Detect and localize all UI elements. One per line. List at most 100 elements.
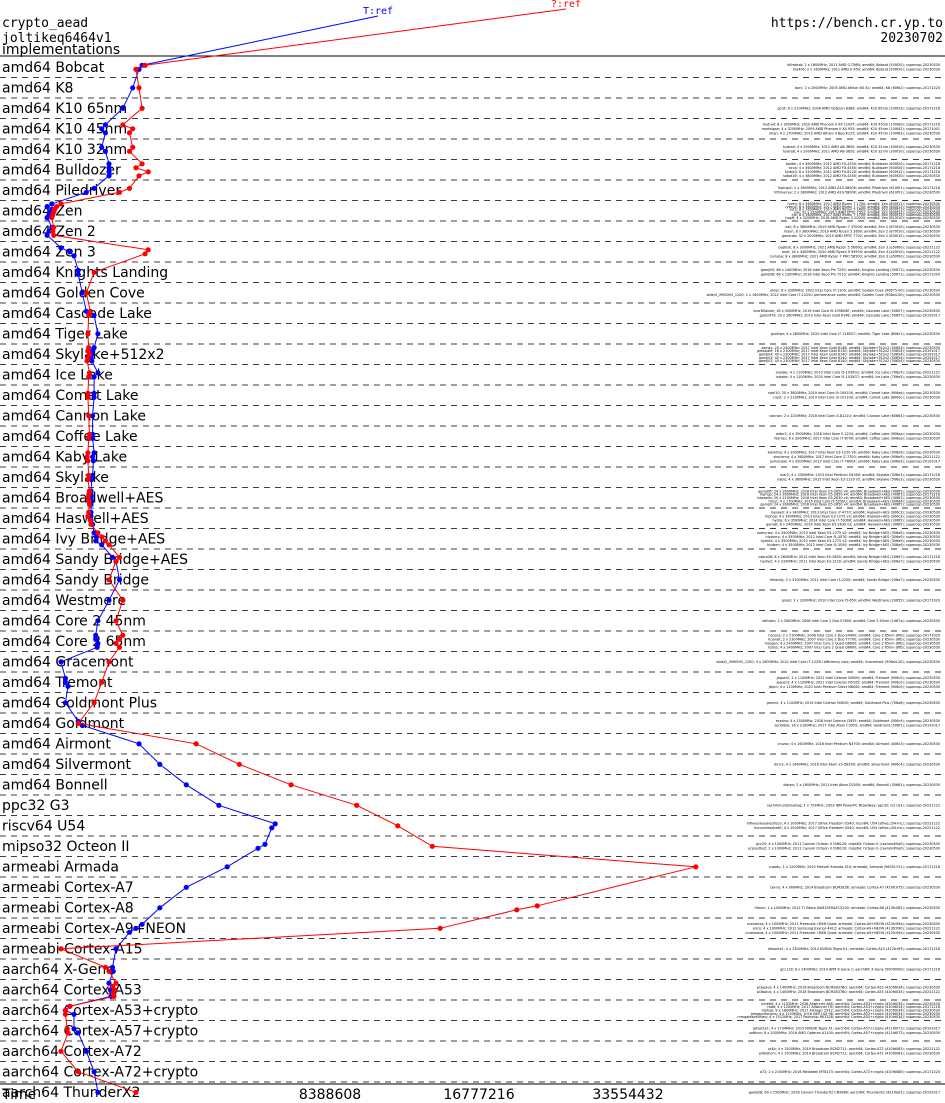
category-label: amd64 Kaby Lake [2, 450, 127, 466]
data-point [255, 845, 261, 851]
category-row: riscv64 U54 hifiveunleashedriscv; 4 x 100… [0, 819, 945, 837]
category-row: amd64 Cascade Lake acer85aisek; 18 x 3000… [0, 306, 945, 324]
category-label: aarch64 Cortex-A72+crypto [2, 1065, 198, 1081]
category-row: amd64 K10 45nm hydra4; 8 x 3000MHz; 2010 … [0, 122, 945, 140]
category-row: amd64 Broadwell+AES gamjill5; 24 x 2600MH… [0, 489, 945, 509]
data-point [91, 530, 97, 536]
header: crypto_aead joltikeq6464v1 implementatio… [2, 16, 943, 58]
row-note: ecsdna; 4 x 1500MHz; 2016 Intel Celeron … [776, 719, 940, 723]
data-point [79, 290, 85, 296]
row-note: gemini; 4 x 1100MHz; 2019 Intel Celeron … [767, 701, 940, 705]
data-point [85, 450, 91, 456]
row-note: pine64; 4 x 1152MHz; 2016 Allwinner A64;… [761, 1002, 940, 1006]
x-tick-label: 8388608 [299, 1087, 361, 1103]
row-note: anal; 16 x 3400MHz; 2020 AMD Ryzen 9 595… [782, 250, 940, 254]
category-label: amd64 Core 2 65nm [2, 634, 146, 650]
row-note: ryzen; 8 x 3600MHz; 2017 AMD Ryzen 7 170… [787, 202, 940, 206]
category-label: amd64 Goldmont [2, 716, 125, 732]
category-label: amd64 Bobcat [2, 60, 105, 76]
row-note: gamjill5; 24 x 2600MHz; 2016 Intel Xeon … [758, 489, 940, 493]
series-leader-line [141, 15, 379, 66]
row-note: hiphop; 24 x 2600MHz; 2016 Intel Xeon E5… [760, 493, 940, 497]
data-point [83, 290, 89, 296]
row-note: hiphop2; 2 x 3900MHz; 2012 AMD A10-5800K… [778, 186, 940, 190]
category-label: amd64 Airmont [2, 737, 111, 753]
row-note: scenarios; 4 x 1000MHz; 2011 Freescale i… [747, 922, 940, 926]
row-note: samsy; 20 x 2400MHz; 2017 Intel Xeon Gol… [761, 346, 940, 350]
row-note: haswells; 20 x 2200MHz; 2016 Intel Xeon … [757, 496, 940, 500]
row-note: gcc25; 4 x 1000MHz; 2011 Cavium Octeon I… [756, 842, 940, 846]
data-point [86, 312, 92, 318]
category-label: amd64 Cascade Lake [2, 306, 152, 322]
row-note: morgan; 4 x 2400MHz; 2007 Intel Core 2 Q… [765, 642, 940, 646]
data-point [120, 122, 126, 128]
category-label: riscv64 U54 [2, 819, 85, 835]
data-point [136, 173, 142, 179]
category-label: aarch64 Cortex-A53+crypto [2, 1003, 198, 1019]
header-url: https://bench.cr.yp.to [771, 16, 943, 31]
category-row: amd64 Piledriver hiphop2; 2 x 3900MHz; 20… [0, 183, 945, 201]
data-point [130, 85, 136, 91]
data-point [93, 632, 99, 638]
row-note: sachmmunsbmahag; 1 x 729MHz; 2003 IBM Po… [767, 804, 940, 808]
data-point [86, 501, 93, 507]
category-row: amd64 Goldmont Plus gemini; 4 x 1100MHz; … [0, 696, 945, 714]
category-row: aarch64 Cortex-A72 pi4b; 4 x 1500MHz; 201… [0, 1044, 945, 1062]
data-point [86, 509, 92, 515]
x-tick-label: 33554432 [592, 1087, 663, 1103]
data-point [91, 269, 97, 275]
category-label: aarch64 ThunderX2 [2, 1085, 140, 1101]
category-row: amd64 K10 65nm gcc6; 6 x 2100MHz; 2008 AM… [0, 101, 945, 119]
data-point [193, 741, 199, 747]
data-point [99, 542, 105, 548]
data-point [106, 173, 112, 179]
row-note: jsipm; 4 x 1100MHz; 2021 Intel Pentium S… [768, 685, 940, 689]
data-point [116, 636, 123, 642]
row-note: jasper2; 2 x 1100MHz; 2021 Intel Celeron… [776, 676, 940, 680]
category-label: amd64 Piledriver [2, 183, 121, 199]
row-note: hrisci; 4 x 1700MHz; 2015 Intel Core i5-… [768, 499, 940, 503]
data-point [85, 458, 91, 464]
data-point [126, 929, 133, 935]
row-note: hscena; 2 x 2100MHz; 2008 Intel Core 2 D… [768, 633, 940, 637]
data-point [89, 476, 95, 482]
row-note: gamjill4; 40 x 2300MHz; 2017 Intel Xeon … [759, 352, 940, 356]
category-row: amd64 K10 32nm hydra4; 4 x 2900MHz; 2011 … [0, 142, 945, 160]
row-note: circa; 4 x 3600MHz; 2012 AMD FX-4350; am… [789, 166, 940, 170]
category-row: amd64 Goldmont ecsdna; 4 x 1500MHz; 2016 … [0, 716, 945, 734]
data-point [116, 189, 123, 195]
data-point [93, 636, 99, 642]
category-label: amd64 Coffee Lake [2, 429, 138, 445]
category-label: amd64 K8 [2, 81, 73, 97]
data-point [514, 907, 520, 913]
row-note: hfbmurrey; 2 x 3800MHz; 2012 AMD A10-580… [774, 191, 940, 195]
data-point [113, 640, 119, 646]
row-note: greasidle; 16 x 2100MHz; 2017 Intel Xeon… [757, 349, 940, 353]
category-row: amd64 Coffee Lake alder2; 4 x 3900MHz; 20… [0, 429, 945, 447]
data-point [142, 62, 148, 68]
data-point [106, 169, 112, 175]
data-point [58, 659, 64, 665]
data-point [75, 1030, 81, 1036]
row-note: gamjill2; 40 x 2300MHz; 2017 Intel Xeon … [759, 359, 940, 363]
row-note: hydra4; 4 x 2900MHz; 2011 AMD A8-3850; a… [783, 145, 940, 149]
data-point [49, 215, 55, 221]
data-point [84, 454, 90, 460]
row-note: carnosa; 8 x 3800MHz; 2021 AMD Ryzen 7 P… [770, 254, 940, 258]
row-note: gluon; 2 x 3200MHz; 2010 Intel Core i5-6… [782, 599, 940, 603]
row-note: hydra; 6 x 3500MHz; 2014 Intel Core i7-5… [772, 519, 940, 523]
series-q-ref: ?:ref [49, 0, 699, 1095]
row-note: jasper3; 4 x 1100MHz; 2021 Intel Celeron… [776, 681, 940, 685]
data-point [91, 450, 97, 456]
data-point [139, 161, 145, 167]
category-row: amd64 Bobcat h8mbcat; 2 x 1600MHz; 2011 A… [0, 60, 945, 78]
row-note: dlaren; 2 x 1600MHz; 2011 Intel Atom D25… [783, 783, 940, 787]
row-note: hydra4; 8 x 3000MHz; 2010 AMD Phenom II … [763, 122, 940, 126]
data-point [113, 980, 119, 986]
row-note: softiron; 8 x 2000MHz; 2016 AMD Opteron … [749, 1031, 940, 1035]
category-label: amd64 Zen 3 [2, 245, 96, 261]
x-ticks: 8388608 16777216 33554432 [299, 1087, 664, 1103]
data-point [83, 189, 89, 195]
row-note: cannon; 2 x 2200MHz; 2018 Intel Core i3-… [769, 414, 940, 418]
data-point [51, 224, 57, 230]
